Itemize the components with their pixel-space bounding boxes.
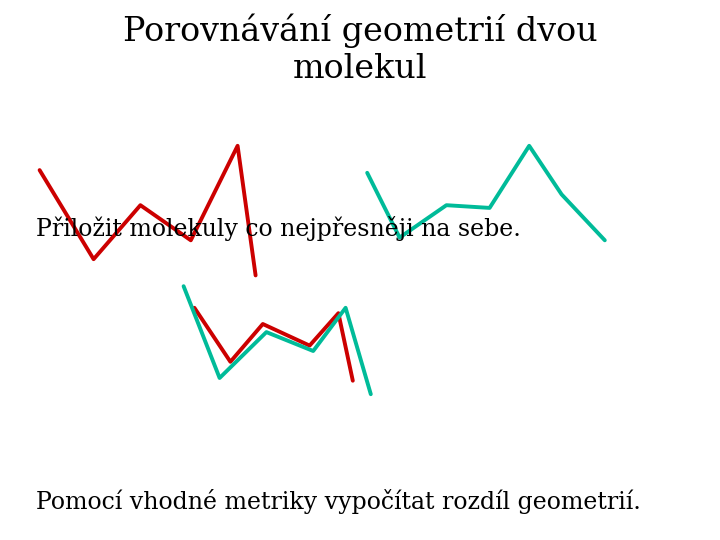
Text: Přiložit molekuly co nejpřesněji na sebe.: Přiložit molekuly co nejpřesněji na sebe… [36,216,521,241]
Text: Porovnávání geometrií dvou
molekul: Porovnávání geometrií dvou molekul [122,14,598,85]
Text: Pomocí vhodné metriky vypočítat rozdíl geometrií.: Pomocí vhodné metriky vypočítat rozdíl g… [36,489,641,514]
